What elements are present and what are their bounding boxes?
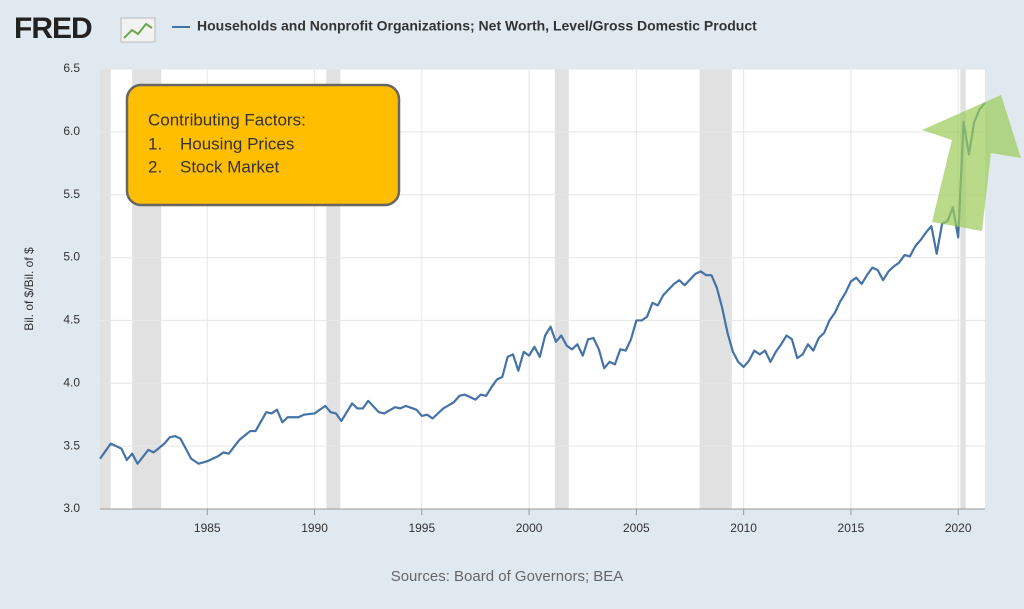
logo-icon-box [120, 17, 156, 43]
recession-band [699, 69, 732, 509]
y-tick-label: 4.5 [63, 313, 80, 327]
y-tick-label: 5.0 [63, 250, 80, 264]
annotation-box [125, 83, 401, 207]
x-tick-label: 1995 [408, 521, 435, 535]
series-line [99, 102, 986, 465]
lines [99, 102, 986, 465]
x-tick-label: 2010 [730, 521, 757, 535]
recession-band [960, 69, 966, 509]
annotation: Contributing Factors: 1. Housing Prices … [125, 83, 401, 207]
logo-icon [120, 17, 156, 43]
annotation-heading: Contributing Factors: [148, 110, 306, 129]
x-tick-label: 1990 [301, 521, 328, 535]
x-tick-label: 2005 [623, 521, 650, 535]
annotation-item: Housing Prices [180, 134, 294, 153]
y-axis-label: Bil. of $/Bil. of $ [22, 247, 36, 331]
logo: FRED [14, 12, 92, 45]
green-arrow [922, 95, 1021, 231]
y-tick-label: 6.5 [63, 61, 80, 75]
logo-icon-line [123, 22, 153, 39]
annotation-number: 1. [148, 134, 162, 153]
recession-band [100, 69, 111, 509]
y-tick-label: 3.5 [63, 438, 80, 452]
y-tick-label: 5.5 [63, 187, 80, 201]
chart-title: Households and Nonprofit Organizations; … [197, 18, 757, 34]
x-tick-label: 1985 [194, 521, 221, 535]
source: Sources: Board of Governors; BEA [391, 568, 624, 585]
x-tick-label: 2000 [516, 521, 543, 535]
recession-band [554, 69, 569, 509]
annotation-item: Stock Market [180, 157, 279, 176]
y-tick-label: 6.0 [63, 124, 80, 138]
y-tick-label: 3.0 [63, 501, 80, 515]
annotation-number: 2. [148, 157, 162, 176]
x-tick-label: 2015 [838, 521, 865, 535]
y-tick-label: 4.0 [63, 375, 80, 389]
x-tick-label: 2020 [945, 521, 972, 535]
